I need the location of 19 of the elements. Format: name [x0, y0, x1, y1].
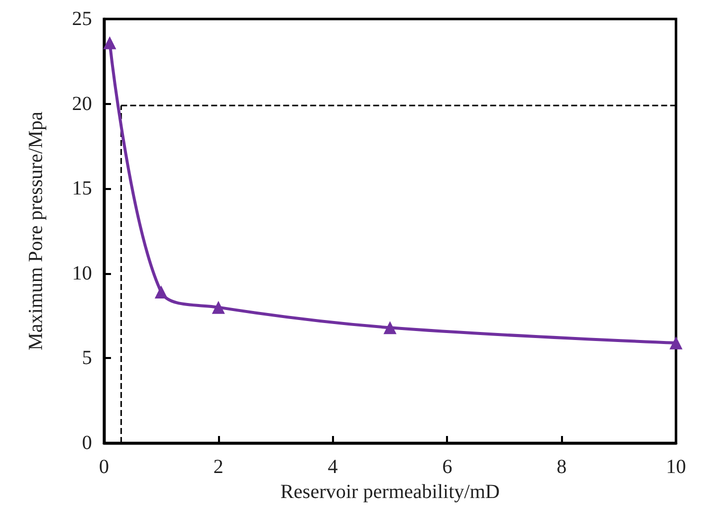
y-tick-label: 15	[72, 178, 92, 200]
x-tick-label: 6	[442, 456, 452, 478]
y-tick-label: 0	[82, 432, 92, 454]
x-tick-label: 4	[328, 456, 338, 478]
point	[670, 336, 682, 350]
point	[103, 36, 116, 50]
point	[212, 300, 225, 314]
point	[154, 286, 168, 299]
x-tick-label: 2	[213, 456, 224, 478]
x-axis-title: Reservoir permeability/mD	[280, 480, 500, 503]
x-tick-label: 10	[666, 456, 686, 478]
y-tick-label: 25	[72, 8, 92, 30]
x-tick-label: 0	[99, 456, 109, 478]
y-tick-label: 10	[72, 262, 92, 284]
y-axis-title: Maximum Pore pressure/Mpa	[25, 111, 47, 350]
x-tick-label: 8	[556, 456, 567, 478]
y-tick-label: 5	[82, 347, 92, 370]
point	[384, 321, 396, 334]
y-tick-label: 20	[72, 92, 92, 115]
